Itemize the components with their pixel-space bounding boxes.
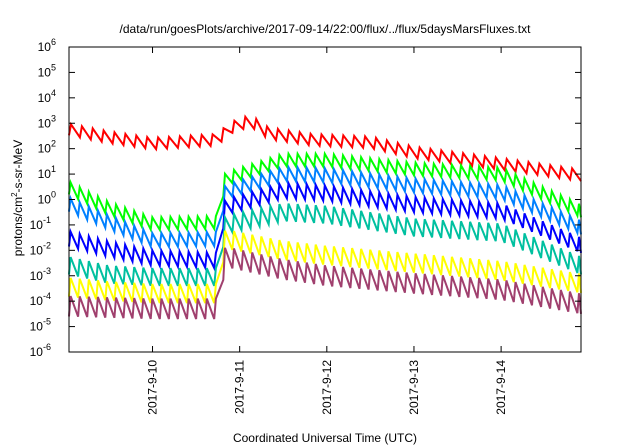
chart-title: /data/run/goesPlots/archive/2017-09-14/2…	[120, 22, 532, 36]
series-line-1	[68, 150, 582, 233]
y-tick-label-9: 103	[38, 113, 56, 130]
series-line-5	[68, 230, 582, 304]
y-axis-label-rest: -s-sr-MeV	[11, 140, 25, 193]
x-tick-label-3: 2017-9-13	[407, 360, 421, 415]
series-line-4	[68, 202, 582, 287]
y-axis-label: protons/cm2-s-sr-MeV	[10, 140, 25, 256]
x-tick-label-1: 2017-9-11	[233, 360, 247, 414]
series-line-6	[68, 247, 582, 320]
x-axis-label: Coordinated Universal Time (UTC)	[233, 431, 417, 445]
y-tick-label-5: 10-1	[30, 215, 51, 232]
x-axis-ticks: 2017-9-10 2017-9-11 2017-9-12 2017-9-13 2017…	[146, 47, 508, 415]
y-tick-label-6: 100	[38, 190, 56, 207]
y-tick-label-8: 102	[38, 139, 56, 156]
y-tick-label-11: 105	[38, 62, 56, 79]
y-axis-ticks: 10-6 10-5 10-4 10-3 10-2 10-1 100 101 102 103 104 1…	[30, 37, 581, 359]
x-tick-label-4: 2017-9-14	[494, 360, 508, 415]
y-tick-label-2: 10-4	[30, 291, 51, 308]
series-line-0	[68, 114, 582, 183]
plot-frame	[68, 46, 582, 353]
y-axis-label-base: protons/cm	[11, 197, 25, 256]
series-layer	[68, 114, 582, 320]
y-tick-label-10: 104	[38, 88, 56, 105]
y-axis-label-sup: 2	[10, 192, 19, 197]
y-tick-label-1: 10-5	[30, 317, 51, 334]
series-line-3	[68, 179, 582, 272]
y-tick-label-12: 106	[38, 37, 56, 54]
y-tick-label-7: 101	[38, 164, 56, 181]
y-tick-label-0: 10-6	[30, 342, 51, 359]
x-tick-label-0: 2017-9-10	[146, 360, 160, 415]
y-tick-label-3: 10-3	[30, 266, 51, 283]
x-tick-label-2: 2017-9-12	[320, 360, 334, 415]
series-line-2	[68, 163, 582, 251]
y-tick-label-4: 10-2	[30, 240, 51, 257]
